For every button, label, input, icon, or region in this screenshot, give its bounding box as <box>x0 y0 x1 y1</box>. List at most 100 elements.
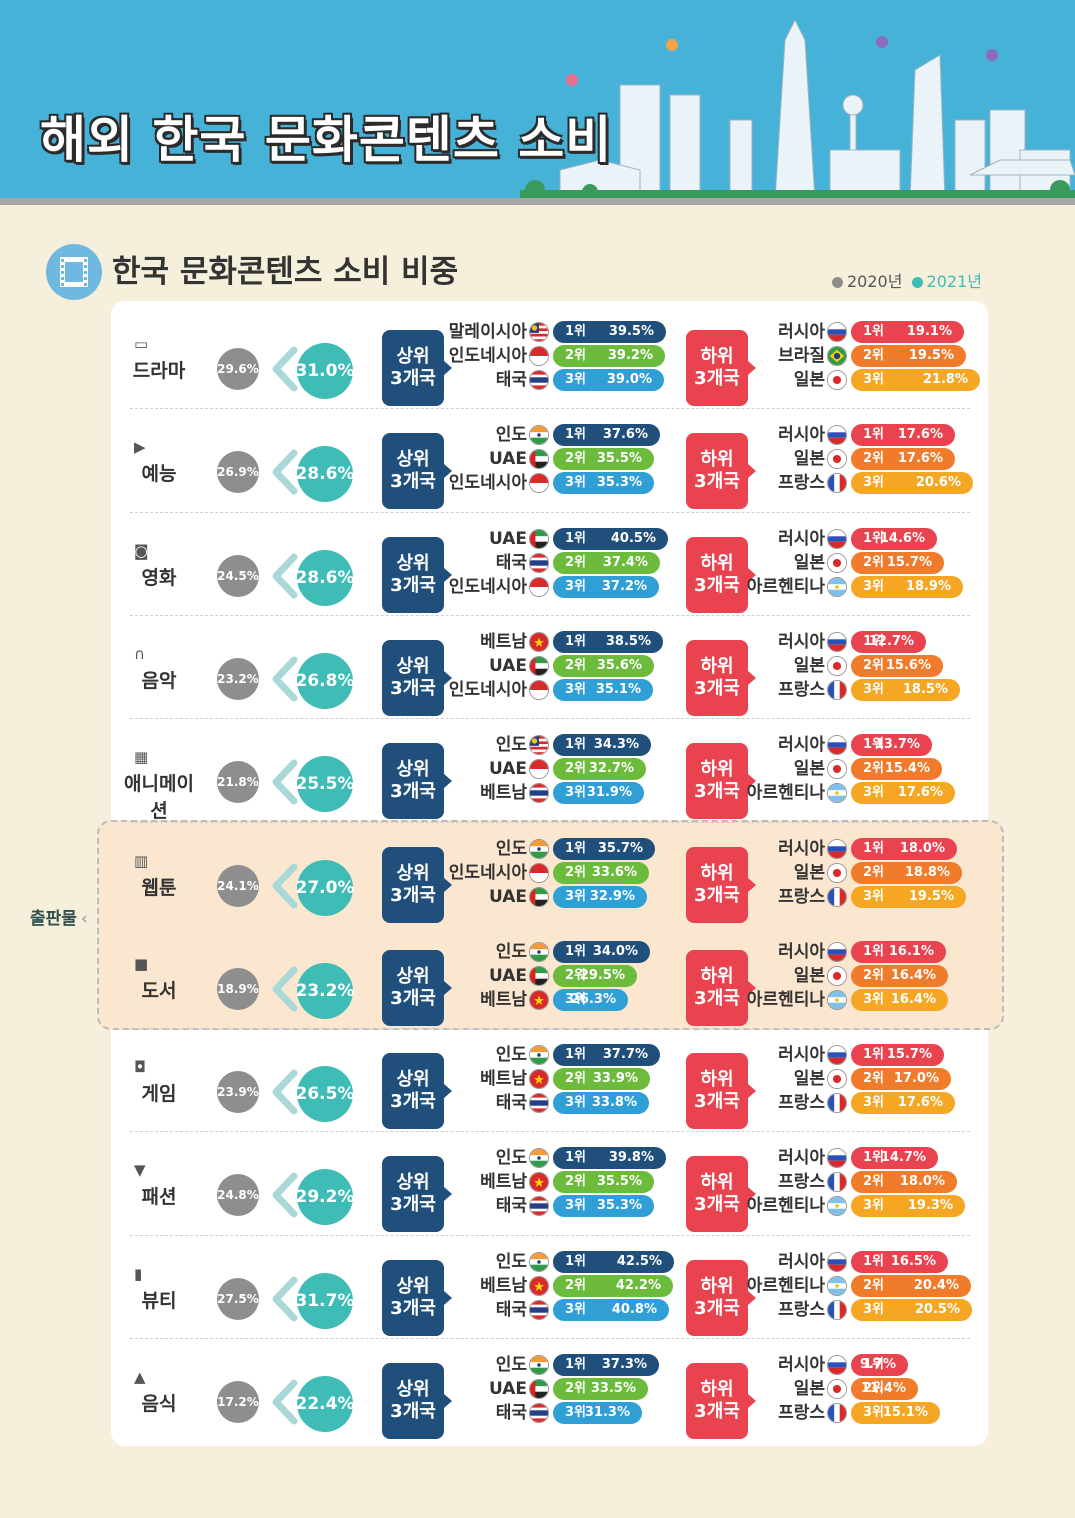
less-than-icon <box>266 449 312 495</box>
value-2021-circle: 31.0% <box>296 343 355 399</box>
country-name: UAE <box>488 886 527 907</box>
bottom3-line1: 하위 <box>700 1275 734 1297</box>
japan-flag-icon <box>827 370 847 390</box>
top3-line1: 상위 <box>396 552 430 574</box>
top-country-3: UAE 3위 32.9% <box>489 885 647 908</box>
share-value: 34.3% <box>593 737 639 753</box>
top-country-3: 태국 3위 40.8% <box>496 1298 669 1321</box>
country-name: 일본 <box>793 370 825 390</box>
value-2021-circle: 28.6% <box>296 446 355 503</box>
share-value: 35.5% <box>596 1174 642 1190</box>
less-than-icon <box>266 346 312 392</box>
rank-label: 2위 <box>863 1277 885 1293</box>
row-divider <box>130 1234 970 1236</box>
category-name: 드라마 <box>132 360 186 382</box>
value-2020-circle: 24.5% <box>217 554 259 597</box>
share-value: 15.7% <box>886 554 932 570</box>
value-2020-circle: 27.5% <box>217 1277 259 1320</box>
top3-label-box: 상위 3개국 <box>382 433 452 510</box>
share-value: 21.8% <box>922 372 968 387</box>
share-bar: 3위 32.9% <box>553 885 647 908</box>
rank-label: 1위 <box>863 633 885 649</box>
share-bar: 2위 11.4% <box>851 1378 918 1400</box>
thailand-flag-icon <box>529 370 549 390</box>
legend-2020: 2020년 <box>847 272 903 291</box>
rank-label: 2위 <box>565 451 587 467</box>
top3-line2: 3개국 <box>390 677 436 699</box>
film-strip-icon: ▦ <box>134 748 149 767</box>
bottom3-line1: 하위 <box>700 655 734 677</box>
malaysia-flag-icon <box>529 322 549 342</box>
city-skyline-illustration <box>520 18 1075 200</box>
rank-label: 1위 <box>863 427 885 443</box>
top3-line1: 상위 <box>396 862 430 884</box>
rank-label: 3위 <box>863 888 885 904</box>
top3-line2: 3개국 <box>390 1091 436 1113</box>
bottom-country-3: 아르헨티나 3위 17.6% <box>747 782 955 805</box>
rank-label: 1위 <box>565 737 587 753</box>
top3-label-box: 상위 3개국 <box>382 743 452 820</box>
country-name: 인도네시아 <box>448 862 527 883</box>
country-name: 러시아 <box>778 838 825 859</box>
bottom-country-1: 러시아 1위 16.1% <box>778 940 946 963</box>
country-name: 아르헨티나 <box>746 1275 825 1296</box>
bottom-country-3: 일본 3위 21.8% <box>794 369 980 391</box>
bottom-country-2: 아르헨티나 2위 20.4% <box>747 1274 971 1297</box>
bottom-country-2: 일본 2위 16.4% <box>794 964 948 987</box>
top3-label-box: 상위 3개국 <box>382 536 452 613</box>
value-2020-circle: 17.2% <box>217 1381 259 1423</box>
top3-label-box: 상위 3개국 <box>382 949 452 1026</box>
rank-label: 1위 <box>565 840 587 856</box>
category-row: ▮ 뷰티 27.5% 31.7% 상위 3개국 하위 3개국 인도 1위 42.5% 베트남 2위 42.… <box>0 1234 1075 1338</box>
top-country-2: 베트남 2위 42.2% <box>480 1274 673 1297</box>
country-name: 러시아 <box>778 1251 825 1272</box>
category-row: ▥ 웹툰 24.1% 27.0% 상위 3개국 하위 3개국 인도 1위 35.7% 인도네시아 2위 3… <box>0 821 1075 925</box>
rank-label: 3위 <box>565 888 587 904</box>
bottom3-line1: 하위 <box>700 1069 734 1091</box>
bottom3-line2: 3개국 <box>694 1297 740 1319</box>
top-country-1: 인도 1위 42.5% <box>496 1250 674 1273</box>
rank-label: 2위 <box>565 1071 587 1087</box>
share-value: 35.3% <box>596 1198 642 1214</box>
value-2020-circle: 29.6% <box>217 348 259 390</box>
country-name: 아르헨티나 <box>746 989 825 1010</box>
top3-line2: 3개국 <box>390 884 436 906</box>
bottom-country-2: 일본 2위 15.6% <box>794 654 943 677</box>
share-bar: 2위 19.5% <box>851 345 966 367</box>
bottom-country-3: 아르헨티나 3위 16.4% <box>747 988 948 1011</box>
page-title: 해외 한국 문화콘텐츠 소비 <box>40 111 613 169</box>
country-name: 태국 <box>495 1403 527 1423</box>
rank-label: 1위 <box>565 1150 587 1166</box>
country-name: 인도네시아 <box>448 679 527 700</box>
category-name: 패션 <box>141 1186 177 1209</box>
country-name: 인도 <box>495 838 527 859</box>
top3-line2: 3개국 <box>390 471 436 493</box>
indonesia-flag-icon <box>529 862 549 883</box>
bottom-country-1: 러시아 1위 14.7% <box>778 1147 938 1170</box>
share-bar: 3위 16.4% <box>851 988 948 1011</box>
bottom3-label-box: 하위 3개국 <box>686 846 756 923</box>
category-name: 애니메이션 <box>124 773 194 823</box>
rank-label: 2위 <box>863 761 885 777</box>
headphones-icon: ∩ <box>134 644 145 663</box>
top3-line2: 3개국 <box>390 1401 436 1422</box>
value-2020-circle: 24.1% <box>217 864 259 907</box>
bottom-country-1: 러시아 1위 18.0% <box>778 837 957 860</box>
rank-label: 1위 <box>863 943 885 959</box>
country-name: 러시아 <box>778 1355 825 1375</box>
thailand-flag-icon <box>529 1299 549 1320</box>
rank-label: 1위 <box>863 1253 885 1269</box>
share-value: 35.1% <box>595 681 641 697</box>
top-country-1: 인도 1위 34.0% <box>496 940 650 963</box>
share-value: 16.4% <box>890 967 936 983</box>
france-flag-icon <box>827 1093 847 1114</box>
share-value: 15.7% <box>886 1047 932 1063</box>
share-value: 31.9% <box>586 785 632 801</box>
share-value: 16.1% <box>888 943 934 959</box>
india-flag-icon <box>529 838 549 859</box>
row-divider <box>130 718 970 720</box>
share-bar: 2위 15.6% <box>851 654 943 677</box>
country-name: UAE <box>488 655 527 676</box>
japan-flag-icon <box>827 655 847 676</box>
share-bar: 2위 17.0% <box>851 1068 951 1091</box>
